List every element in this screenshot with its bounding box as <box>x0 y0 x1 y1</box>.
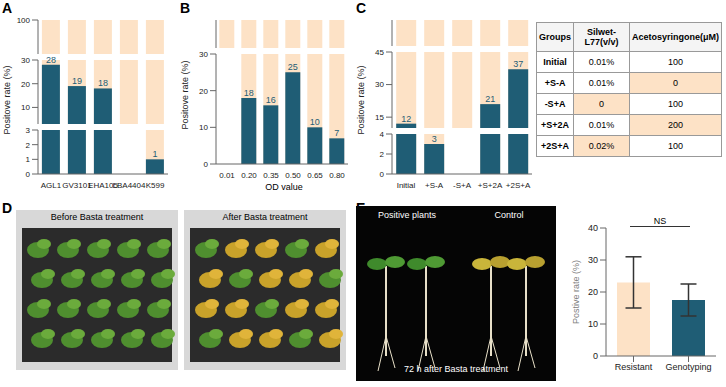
svg-text:15: 15 <box>375 113 384 122</box>
svg-text:10: 10 <box>199 123 208 132</box>
html-text:NS: NS <box>653 216 667 226</box>
svg-text:3: 3 <box>26 126 31 135</box>
html-text:0.01%: 0.01% <box>588 120 615 130</box>
svg-text:19: 19 <box>72 76 82 86</box>
svg-text:0: 0 <box>204 160 209 169</box>
svg-text:30: 30 <box>199 50 208 59</box>
html-text:+2S+A: +2S+A <box>541 141 569 151</box>
svg-text:GV3101: GV3101 <box>62 180 92 190</box>
html-text:After Basta treatment: After Basta treatment <box>222 212 308 222</box>
html-text:Groups: Groups <box>539 32 571 42</box>
svg-text:0.01: 0.01 <box>219 171 235 180</box>
svg-text:10: 10 <box>21 103 30 112</box>
svg-text:3: 3 <box>432 134 437 144</box>
html-text:0: 0 <box>599 99 604 109</box>
html-text:Positove rate (%): Positove rate (%) <box>356 65 366 135</box>
html-text:72 h after Basta treatment: 72 h after Basta treatment <box>404 364 508 374</box>
svg-text:-S+A: -S+A <box>453 181 472 190</box>
html-text:B: B <box>180 0 191 16</box>
svg-text:0: 0 <box>380 170 385 179</box>
html-text:+S+2A: +S+2A <box>541 120 569 130</box>
html-text:100: 100 <box>668 99 683 109</box>
svg-text:+S+2A: +S+2A <box>478 181 503 190</box>
svg-text:10: 10 <box>588 319 598 329</box>
svg-text:EHA105: EHA105 <box>88 180 118 190</box>
svg-text:30: 30 <box>375 80 384 89</box>
svg-text:40: 40 <box>588 223 598 233</box>
html-text:-S+A: -S+A <box>544 99 566 109</box>
svg-text:1: 1 <box>152 149 157 159</box>
svg-text:28: 28 <box>46 55 56 65</box>
html-text:200: 200 <box>668 120 683 130</box>
svg-text:Genotyping: Genotyping <box>665 362 711 372</box>
html-text:+S-A: +S-A <box>544 78 566 88</box>
svg-text:Resistant: Resistant <box>615 362 653 372</box>
html-text:Positive plants: Positive plants <box>378 210 436 220</box>
svg-text:7: 7 <box>334 128 339 138</box>
svg-text:+S-A: +S-A <box>425 181 444 190</box>
svg-text:20: 20 <box>21 80 30 89</box>
svg-text:1: 1 <box>26 155 31 164</box>
svg-text:20: 20 <box>199 87 208 96</box>
svg-text:10: 10 <box>310 117 320 127</box>
html-text:100: 100 <box>668 141 683 151</box>
svg-text:0.20: 0.20 <box>241 171 257 180</box>
html-text:Silwet-L77(v/v): Silwet-L77(v/v) <box>584 27 619 47</box>
svg-text:21: 21 <box>485 94 495 104</box>
svg-text:16: 16 <box>266 95 276 105</box>
html-text:0: 0 <box>673 78 678 88</box>
svg-text:37: 37 <box>513 59 523 69</box>
svg-text:LBA4404: LBA4404 <box>113 181 146 190</box>
html-text:E: E <box>356 200 366 216</box>
html-text:C: C <box>356 0 367 16</box>
html-text:100: 100 <box>668 57 683 67</box>
svg-text:18: 18 <box>98 78 108 88</box>
html-text:Positove rate (%): Positove rate (%) <box>180 60 190 130</box>
svg-text:25: 25 <box>288 62 298 72</box>
svg-text:18: 18 <box>244 88 254 98</box>
svg-text:Initial: Initial <box>397 181 416 190</box>
html-text:0.02%: 0.02% <box>588 141 615 151</box>
svg-text:12: 12 <box>401 114 411 124</box>
svg-text:Postive rate (%): Postive rate (%) <box>571 260 581 324</box>
svg-text:+2S+A: +2S+A <box>506 181 531 190</box>
svg-text:0.50: 0.50 <box>285 171 301 180</box>
svg-text:0.80: 0.80 <box>329 171 345 180</box>
svg-text:20: 20 <box>588 287 598 297</box>
svg-text:0.35: 0.35 <box>263 171 279 180</box>
svg-text:30: 30 <box>21 56 30 65</box>
html-text:OD value: OD value <box>265 182 303 192</box>
html-text:Acetosyringone(μM): Acetosyringone(μM) <box>632 32 719 42</box>
svg-text:AGL1: AGL1 <box>41 181 62 190</box>
svg-text:2: 2 <box>26 141 31 150</box>
svg-text:2: 2 <box>380 150 385 159</box>
html-text:Before Basta treatment: Before Basta treatment <box>50 212 144 222</box>
svg-text:0: 0 <box>26 170 31 179</box>
svg-text:100: 100 <box>17 16 31 25</box>
svg-text:30: 30 <box>588 255 598 265</box>
svg-text:45: 45 <box>375 48 384 57</box>
svg-text:K599: K599 <box>146 181 165 190</box>
html-text:Initial: Initial <box>543 57 567 67</box>
html-text:Positove rate (%): Positove rate (%) <box>2 65 12 135</box>
html-text:0.01%: 0.01% <box>588 78 615 88</box>
html-text:A: A <box>2 0 13 16</box>
svg-text:0: 0 <box>593 351 598 361</box>
html-text:D: D <box>2 200 13 216</box>
svg-text:0.65: 0.65 <box>307 171 323 180</box>
svg-text:4: 4 <box>380 130 385 139</box>
html-text:Control: Control <box>494 210 524 220</box>
html-text:0.01%: 0.01% <box>588 57 615 67</box>
